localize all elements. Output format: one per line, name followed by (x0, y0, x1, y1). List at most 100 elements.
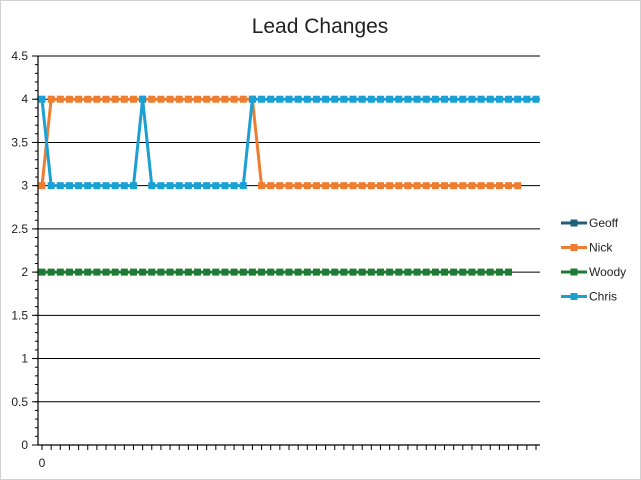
data-point (285, 95, 293, 103)
data-point (120, 182, 128, 190)
data-point (47, 268, 55, 276)
data-point (102, 95, 110, 103)
data-point (212, 268, 220, 276)
data-point (56, 268, 64, 276)
data-point (84, 95, 92, 103)
x-tick-label: 0 (39, 456, 46, 470)
data-point (166, 95, 174, 103)
data-point (523, 95, 531, 103)
data-point (441, 95, 449, 103)
data-point (441, 182, 449, 190)
legend: Geoff Nick Woody Chris (561, 216, 626, 304)
data-point (303, 182, 311, 190)
data-point (212, 95, 220, 103)
legend-label: Nick (589, 241, 613, 255)
data-point (75, 182, 83, 190)
legend-item-nick: Nick (561, 241, 613, 255)
data-point (367, 268, 375, 276)
data-point (294, 95, 302, 103)
data-point (495, 95, 503, 103)
legend-label: Woody (589, 265, 626, 279)
data-point (303, 95, 311, 103)
data-point (47, 95, 55, 103)
data-point (514, 182, 522, 190)
legend-swatch-marker (570, 244, 578, 251)
data-point (422, 182, 430, 190)
series-chris (38, 95, 540, 190)
data-point (258, 268, 266, 276)
data-point (93, 268, 101, 276)
data-point (248, 268, 256, 276)
data-point (194, 182, 202, 190)
data-point (312, 182, 320, 190)
data-point (93, 95, 101, 103)
data-point (230, 268, 238, 276)
data-point (276, 95, 284, 103)
data-point (148, 182, 156, 190)
legend-item-chris: Chris (561, 290, 617, 304)
data-point (56, 95, 64, 103)
data-point (84, 268, 92, 276)
y-tick-label: 2 (21, 265, 28, 279)
data-point (431, 95, 439, 103)
data-point (129, 182, 137, 190)
data-point (532, 95, 540, 103)
data-point (376, 268, 384, 276)
data-point (221, 268, 229, 276)
legend-swatch-marker (570, 219, 578, 227)
data-point (514, 95, 522, 103)
legend-label: Chris (589, 290, 617, 304)
data-point (441, 268, 449, 276)
series-nick (38, 95, 522, 190)
data-point (468, 95, 476, 103)
data-point (239, 182, 247, 190)
data-point (203, 95, 211, 103)
data-point (340, 95, 348, 103)
data-point (468, 182, 476, 190)
series-woody (38, 268, 513, 276)
data-point (413, 182, 421, 190)
y-tick-label: 3.5 (11, 135, 28, 149)
data-point (450, 268, 458, 276)
data-point (93, 182, 101, 190)
data-point (486, 182, 494, 190)
data-point (367, 182, 375, 190)
legend-label: Geoff (589, 216, 619, 230)
legend-item-geoff: Geoff (561, 216, 619, 230)
data-point (157, 268, 165, 276)
grid-lines (38, 55, 540, 403)
data-point (331, 95, 339, 103)
y-tick-label: 4.5 (11, 49, 28, 63)
data-point (340, 268, 348, 276)
data-point (239, 95, 247, 103)
data-point (495, 182, 503, 190)
y-tick-label: 0 (21, 438, 28, 452)
data-point (450, 182, 458, 190)
data-point (120, 268, 128, 276)
data-point (294, 268, 302, 276)
data-point (477, 95, 485, 103)
data-point (84, 182, 92, 190)
data-point (431, 182, 439, 190)
data-point (404, 268, 412, 276)
data-point (120, 95, 128, 103)
chart-title: Lead Changes (252, 15, 389, 38)
data-point (157, 182, 165, 190)
data-point (56, 182, 64, 190)
data-point (38, 268, 46, 276)
y-tick-label: 2.5 (11, 222, 28, 236)
data-point (422, 268, 430, 276)
data-point (239, 268, 247, 276)
data-point (477, 268, 485, 276)
data-point (65, 95, 73, 103)
data-point (358, 182, 366, 190)
data-point (230, 182, 238, 190)
data-point (303, 268, 311, 276)
data-point (322, 182, 330, 190)
data-point (139, 268, 147, 276)
data-point (367, 95, 375, 103)
data-point (267, 95, 275, 103)
data-point (322, 95, 330, 103)
data-point (431, 268, 439, 276)
